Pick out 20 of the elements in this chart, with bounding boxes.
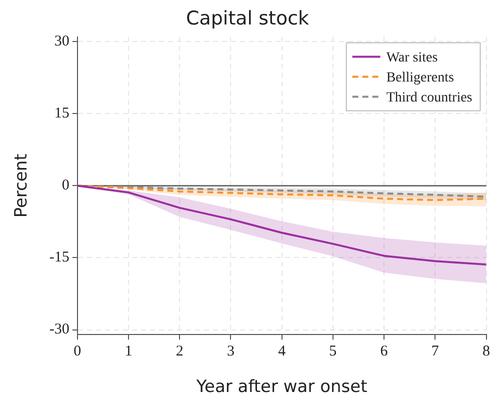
y-tick-label: 30 <box>54 34 70 50</box>
x-tick-label: 3 <box>226 344 234 360</box>
legend-label: War sites <box>386 50 438 66</box>
x-tick-label: 0 <box>74 344 82 360</box>
y-tick-label: -30 <box>49 322 70 338</box>
x-tick-label: 7 <box>431 344 440 360</box>
x-tick-label: 1 <box>124 344 132 360</box>
x-tick-label: 4 <box>278 344 286 360</box>
x-tick-label: 8 <box>482 344 490 360</box>
y-tick-label: -15 <box>49 250 70 266</box>
legend-label: Belligerents <box>386 70 454 86</box>
x-tick-label: 6 <box>380 344 388 360</box>
y-tick-label: 15 <box>54 106 70 122</box>
chart-title: Capital stock <box>186 7 310 30</box>
x-tick-label: 5 <box>329 344 337 360</box>
legend-label: Third countries <box>386 90 472 106</box>
x-tick-label: 2 <box>176 344 184 360</box>
y-axis-title: Percent <box>12 153 32 218</box>
y-tick-label: 0 <box>62 178 70 194</box>
x-axis-title: Year after war onset <box>195 377 368 398</box>
